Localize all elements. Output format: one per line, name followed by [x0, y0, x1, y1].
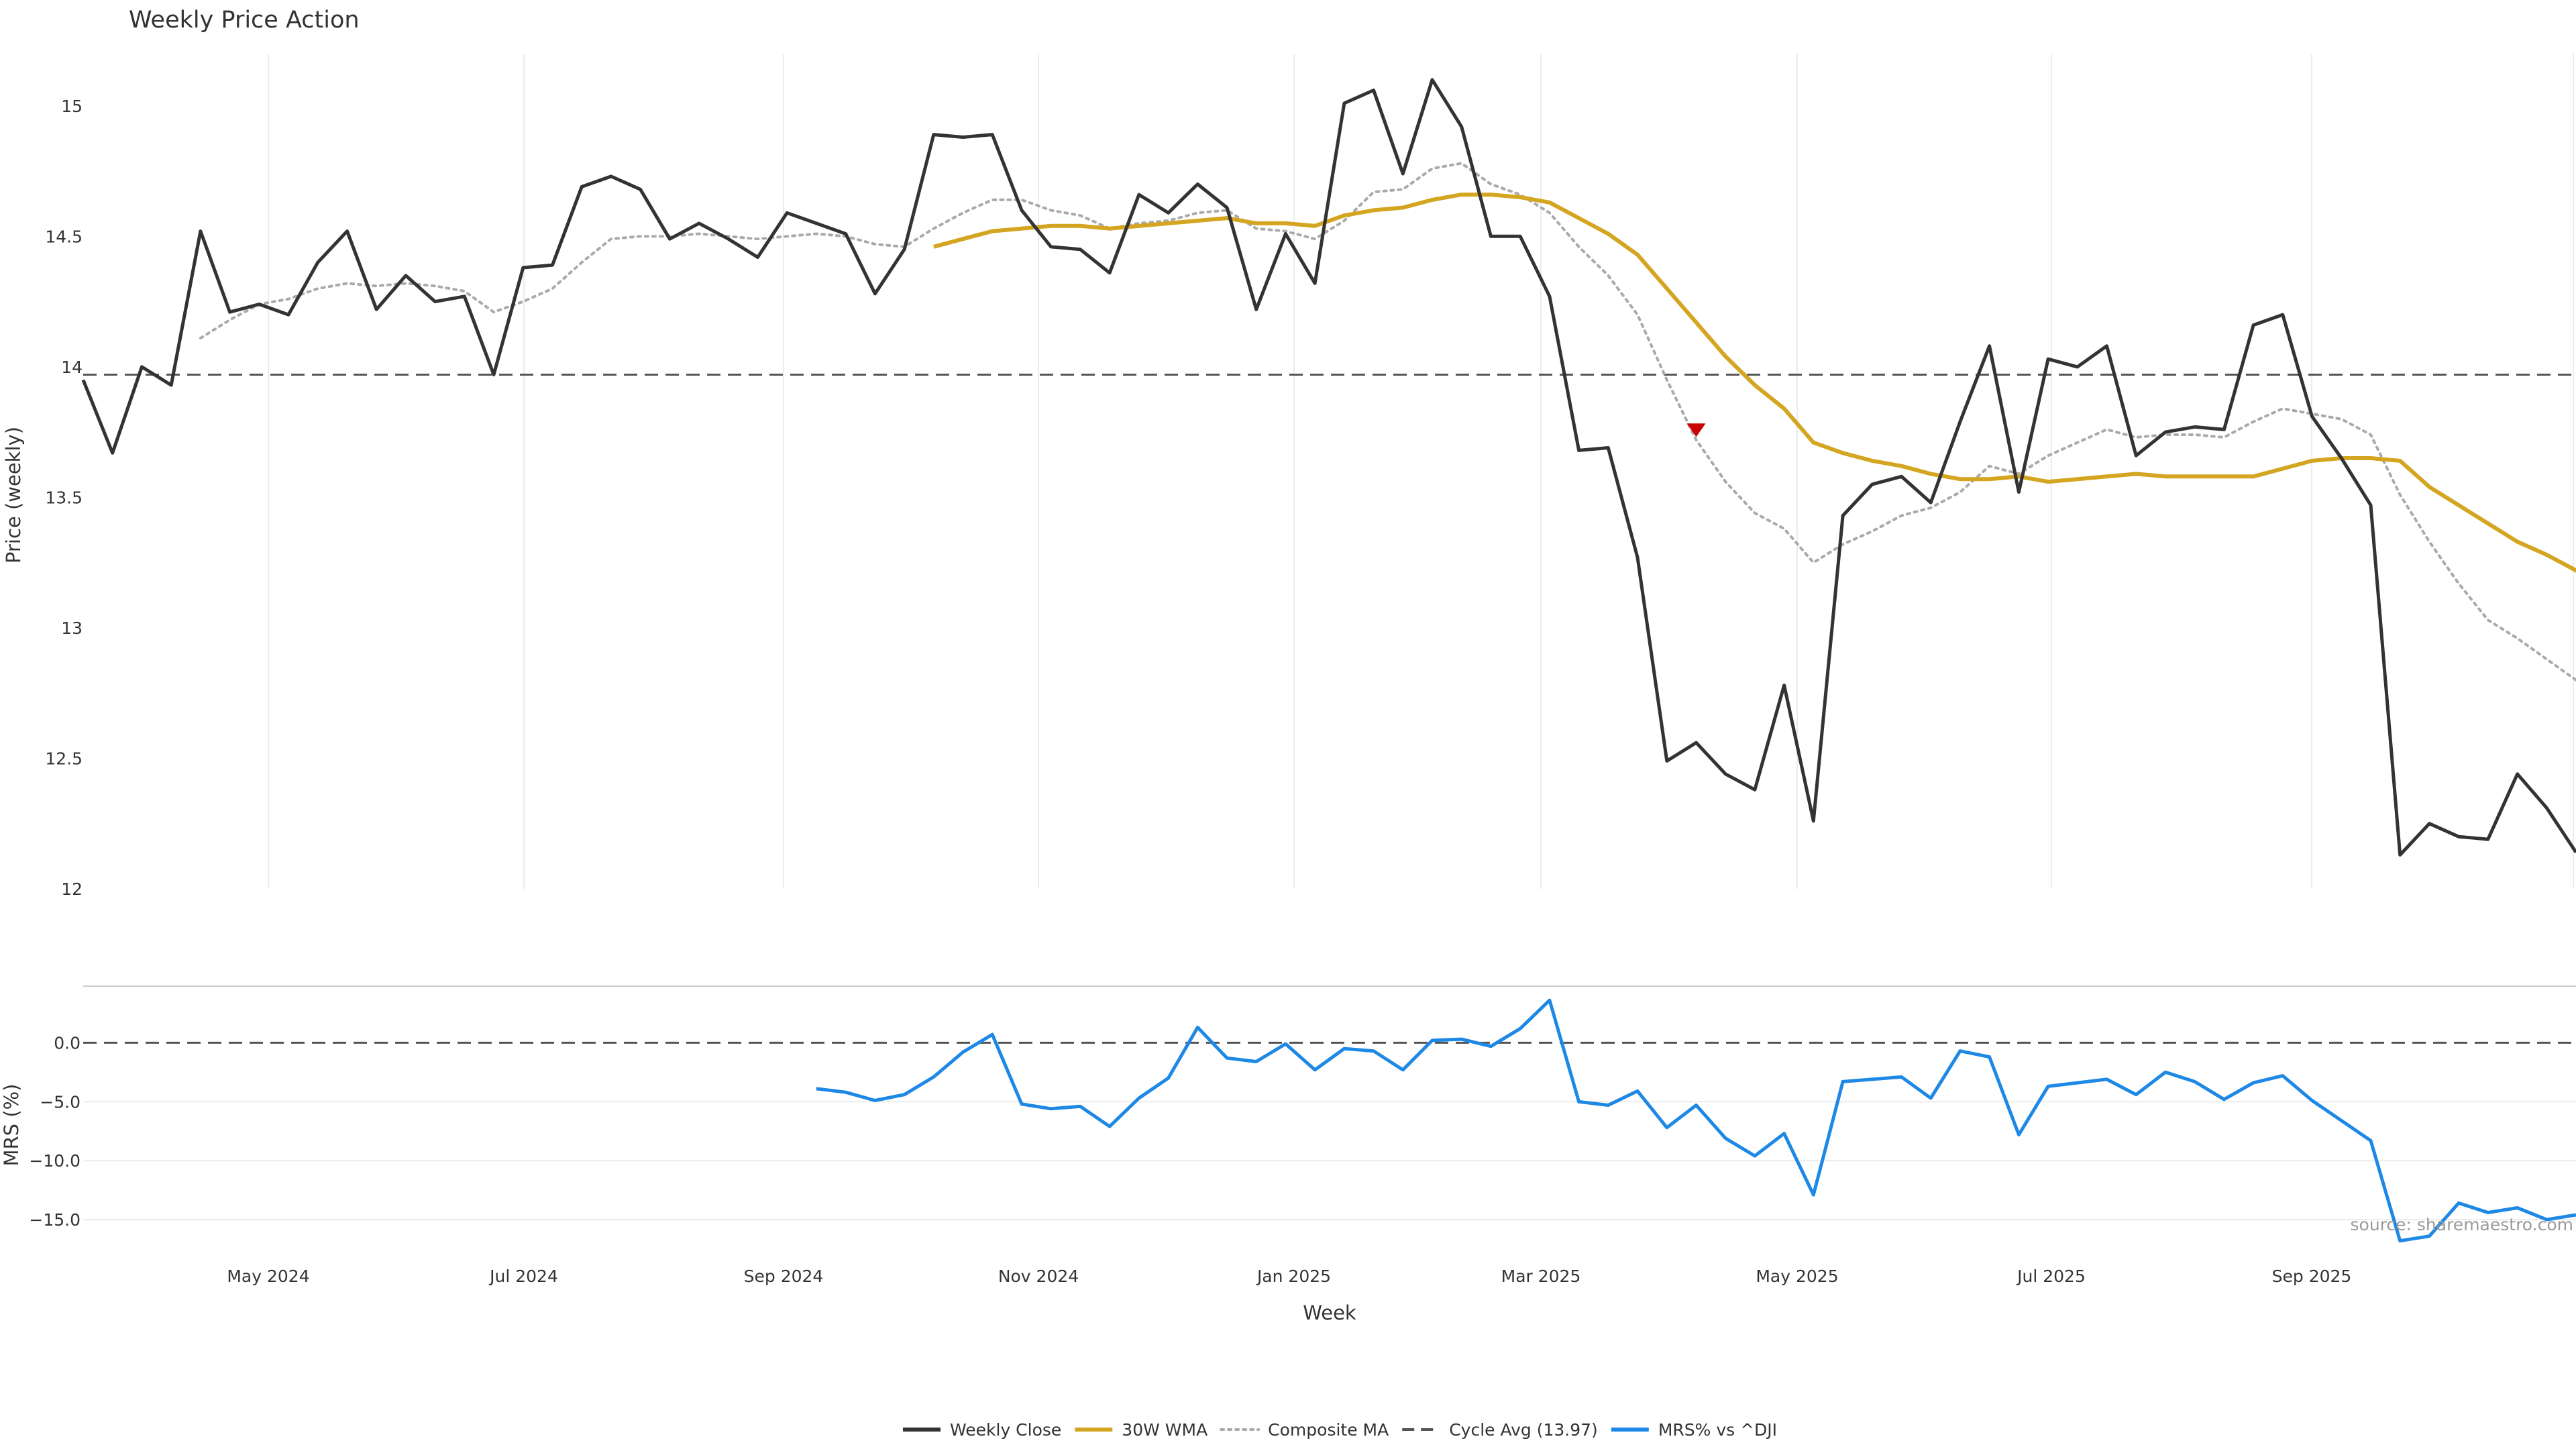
mrs-y-label: MRS (%)	[0, 1084, 23, 1167]
wma-30w-line	[933, 193, 2576, 573]
x-tick-label: May 2024	[227, 1267, 309, 1286]
mrs-y-tick-label: −5.0	[40, 1092, 80, 1112]
source-note: source: sharemaestro.com	[2351, 1215, 2574, 1234]
x-ticks: May 2024 Jul 2024 Sep 2024 Nov 2024 Jan 2025…	[227, 1267, 2351, 1286]
price-grid	[268, 54, 2574, 889]
mrs-grid	[83, 1101, 2576, 1221]
legend-item: Composite MA	[1220, 1420, 1389, 1440]
price-y-tick-label: 13.5	[45, 488, 83, 507]
legend-label: Cycle Avg (13.97)	[1449, 1420, 1598, 1440]
mrs-y-tick-label: 0.0	[54, 1033, 80, 1053]
x-tick-label: Mar 2025	[1501, 1267, 1581, 1286]
x-tick-label: Sep 2025	[2272, 1267, 2352, 1286]
legend-item: MRS% vs ^DJI	[1611, 1420, 1777, 1440]
legend: Weekly Close 30W WMA Composite MA Cycle Avg…	[903, 1420, 1777, 1440]
legend-label: MRS% vs ^DJI	[1658, 1420, 1777, 1440]
legend-label: 30W WMA	[1122, 1420, 1208, 1440]
x-tick-label: Sep 2024	[744, 1267, 824, 1286]
signal-marker	[1686, 423, 1706, 437]
price-y-label: Price (weekly)	[2, 427, 25, 564]
legend-label: Weekly Close	[950, 1420, 1061, 1440]
legend-item: Weekly Close	[903, 1420, 1061, 1440]
chart-title: Weekly Price Action	[129, 7, 360, 34]
price-y-tick-label: 12	[61, 879, 83, 899]
x-tick-label: Jul 2024	[488, 1267, 558, 1286]
price-y-ticks: 12 12.5 13 13.5 14 14.5 15	[45, 97, 83, 899]
legend-label: Composite MA	[1268, 1420, 1389, 1440]
composite-ma-line	[199, 162, 2576, 682]
x-tick-label: Jan 2025	[1256, 1267, 1331, 1286]
weekly-close-line	[81, 78, 2576, 857]
mrs-line	[816, 998, 2576, 1243]
x-tick-label: Jul 2025	[2016, 1267, 2086, 1286]
x-axis-label: Week	[1303, 1301, 1356, 1324]
legend-item: 30W WMA	[1075, 1420, 1208, 1440]
mrs-y-ticks: 0.0 −5.0 −10.0 −15.0	[29, 1033, 80, 1230]
price-y-tick-label: 14	[61, 358, 83, 377]
price-y-tick-label: 15	[61, 97, 83, 116]
price-y-tick-label: 13	[61, 619, 83, 638]
mrs-y-tick-label: −15.0	[29, 1210, 80, 1230]
price-y-tick-label: 14.5	[45, 227, 83, 246]
mrs-y-tick-label: −10.0	[29, 1151, 80, 1171]
x-tick-label: May 2025	[1756, 1267, 1838, 1286]
x-tick-label: Nov 2024	[998, 1267, 1079, 1286]
price-y-tick-label: 12.5	[45, 749, 83, 769]
legend-item: Cycle Avg (13.97)	[1402, 1420, 1598, 1440]
